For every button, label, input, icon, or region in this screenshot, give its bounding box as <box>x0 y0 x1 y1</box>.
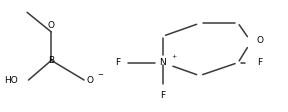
Text: F: F <box>115 58 120 67</box>
Text: −: − <box>97 72 103 78</box>
Text: O: O <box>48 21 55 30</box>
Text: N: N <box>159 58 166 67</box>
Text: B: B <box>48 56 54 65</box>
Text: O: O <box>86 75 93 85</box>
Text: O: O <box>257 36 264 45</box>
Text: +: + <box>171 54 176 58</box>
Text: F: F <box>257 58 262 67</box>
Text: F: F <box>160 91 165 100</box>
Text: HO: HO <box>4 75 18 85</box>
